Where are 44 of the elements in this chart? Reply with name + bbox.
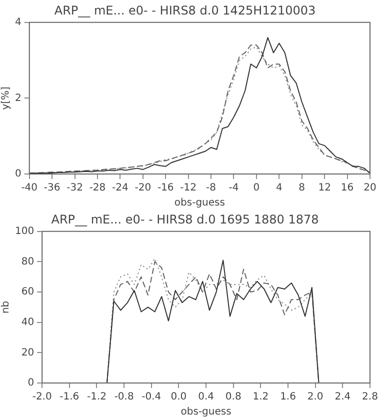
x-tick-label: 16 (340, 182, 354, 194)
x-tick-label: -32 (66, 182, 83, 194)
x-tick-label: -16 (157, 182, 174, 194)
y-tick-label: 0 (14, 168, 22, 180)
y-tick-label: 2 (14, 92, 22, 104)
x-tick-label: 0 (253, 182, 260, 194)
x-tick-label: -36 (44, 182, 60, 194)
y-tick-label: 0 (28, 378, 34, 389)
x-tick-label: 2.4 (334, 392, 351, 403)
chart-title: ARP__ mE... e0- - HIRS8 d.0 1425H1210003 (54, 3, 316, 18)
y-tick-label: 100 (14, 226, 34, 237)
y-tick-label: 80 (21, 256, 34, 268)
x-tick-label: -1.2 (86, 392, 106, 403)
x-tick-label: 8 (298, 182, 306, 194)
x-tick-label: -8 (206, 182, 216, 194)
x-tick-label: -28 (89, 182, 106, 194)
y-tick-label: 40 (21, 316, 34, 328)
y-tick-label: 60 (21, 286, 34, 298)
x-tick-label: -12 (180, 182, 196, 194)
x-axis-title: obs-guess (174, 198, 225, 209)
x-tick-label: 0.8 (225, 392, 242, 403)
x-tick-label: -20 (134, 182, 152, 194)
y-tick-label: 20 (21, 347, 34, 358)
y-axis-title: y[%] (0, 86, 12, 110)
x-tick-label: 1.6 (280, 392, 296, 403)
x-tick-label: 20 (364, 182, 376, 194)
x-tick-label: -0.4 (142, 392, 162, 403)
x-tick-label: -0.8 (114, 392, 134, 403)
x-tick-label: 2.0 (307, 392, 324, 403)
x-tick-label: 12 (318, 182, 331, 194)
x-axis-title: obs-guess (180, 406, 232, 418)
x-tick-label: 4 (276, 182, 282, 194)
chart-title: ARP__ mE... e0- - HIRS8 d.0 1695 1880 1878 (51, 212, 319, 226)
x-tick-label: 1.2 (252, 392, 269, 403)
x-tick-label: -4 (228, 182, 239, 194)
y-axis-title: nb (0, 300, 12, 314)
x-tick-label: -24 (112, 182, 128, 194)
x-tick-label: 2.8 (362, 392, 378, 403)
x-tick-label: 0.4 (198, 392, 214, 403)
x-tick-label: 0.0 (170, 392, 187, 403)
x-tick-label: -40 (21, 182, 38, 194)
y-tick-label: 4 (14, 16, 22, 28)
x-tick-label: -1.6 (60, 392, 80, 403)
x-tick-label: -2.0 (32, 392, 52, 403)
